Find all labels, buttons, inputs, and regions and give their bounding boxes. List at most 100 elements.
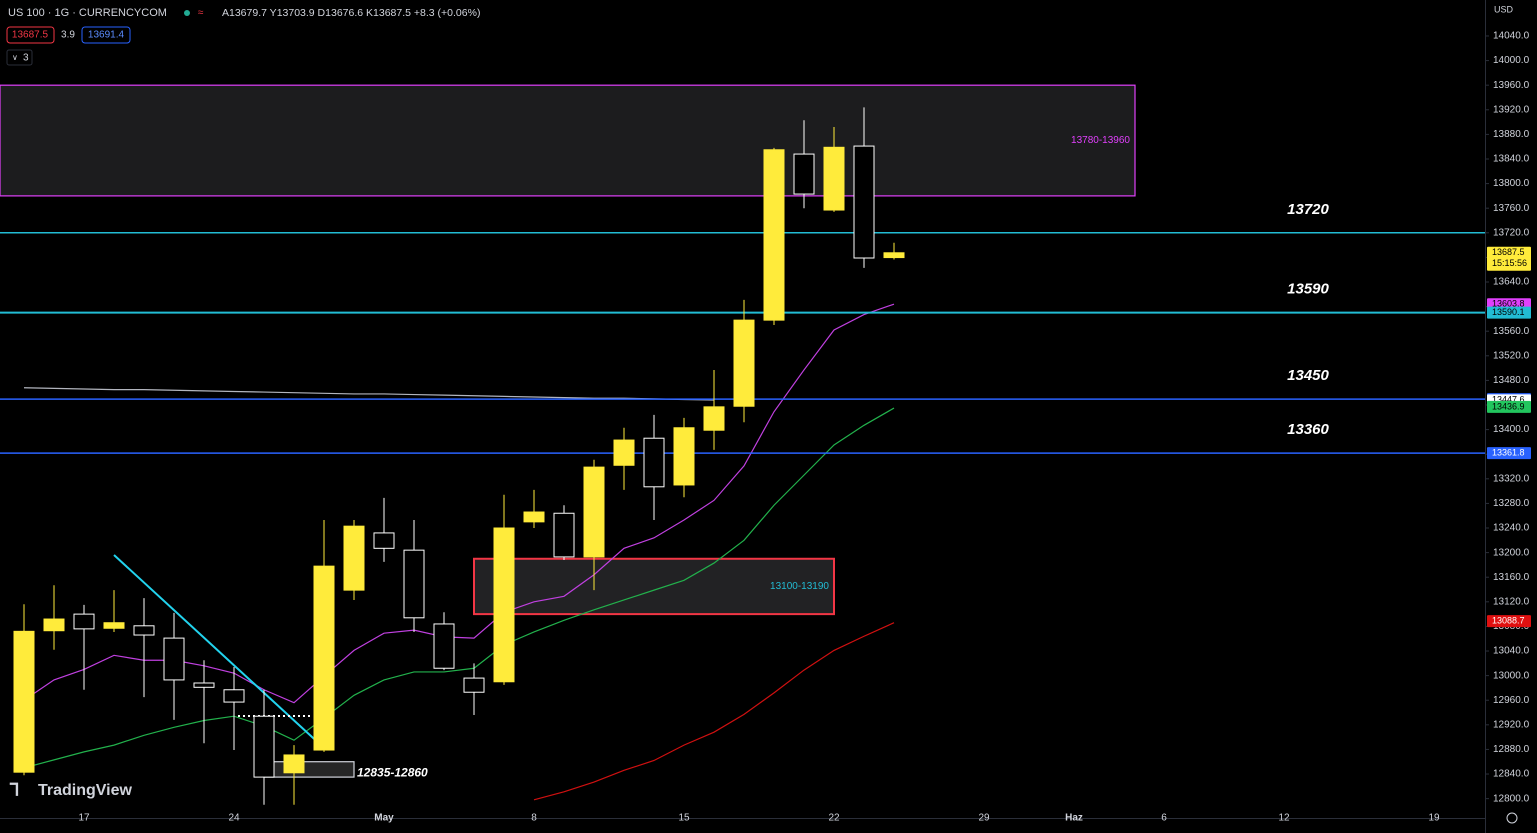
y-tick-label: 13560.0 (1493, 326, 1530, 337)
candle-body (283, 754, 305, 774)
y-tick-label: 13200.0 (1493, 547, 1530, 558)
y-tick-label: 14040.0 (1493, 31, 1530, 42)
zone-label: 13100-13190 (770, 581, 829, 592)
candle-body (403, 549, 425, 619)
candle-body (733, 319, 755, 407)
status-dot (184, 10, 190, 16)
x-tick-label: 15 (678, 813, 690, 824)
x-tick-label: 22 (828, 813, 840, 824)
price-label: 13590.1 (1492, 307, 1525, 317)
price-label-box (1487, 400, 1531, 413)
price-label: 13361.8 (1492, 447, 1525, 457)
y-tick-label: 12800.0 (1493, 793, 1530, 804)
sell-badge[interactable] (6, 26, 55, 44)
zone-label: 12835-12860 (357, 766, 428, 780)
price-label-box (1487, 447, 1531, 460)
y-tick-label: 13800.0 (1493, 178, 1530, 189)
y-tick-label: 13880.0 (1493, 129, 1530, 140)
candle-body (223, 689, 245, 703)
x-tick-label: 19 (1428, 813, 1440, 824)
spread: 3.9 (61, 30, 75, 41)
status-icon: ≈ (198, 8, 204, 19)
currency[interactable]: USD (1494, 4, 1514, 14)
y-tick-label: 13040.0 (1493, 646, 1530, 657)
zone (473, 557, 835, 616)
zone-label: 13780-13960 (1071, 135, 1130, 146)
y-tick-label: 13520.0 (1493, 350, 1530, 361)
price-label: 13447.6 (1492, 395, 1525, 405)
buy-price: 13691.4 (88, 30, 125, 41)
price-label: 13687.5 (1492, 247, 1525, 257)
candle-body (793, 153, 815, 195)
candle-body (313, 565, 335, 751)
symbol-title: US 100 · 1G · CURRENCYCOM (8, 7, 167, 19)
zone (0, 84, 1136, 197)
axes: 14040.0 14000.0 13960.0 13920.0 13880.0 13840… (78, 31, 1531, 824)
candle-body (133, 625, 155, 636)
candle-body (823, 146, 845, 211)
candle-body (433, 623, 455, 669)
y-tick-label: 13240.0 (1493, 523, 1530, 534)
x-tick-label: 29 (978, 813, 990, 824)
countdown: 15:15:56 (1492, 258, 1527, 268)
buy-badge[interactable] (81, 26, 131, 44)
candle-body (643, 437, 665, 488)
y-tick-label: 13840.0 (1493, 154, 1530, 165)
price-label-box (1487, 306, 1531, 319)
candle-body (703, 406, 725, 431)
y-tick-label: 13760.0 (1493, 203, 1530, 214)
level-label: 13590 (1287, 281, 1329, 298)
price-label: 13603.8 (1492, 299, 1525, 309)
logo-mark: ⅂ (9, 780, 19, 799)
y-tick-label: 13280.0 (1493, 498, 1530, 509)
candle-body (73, 613, 95, 630)
indicator-count: 3 (23, 53, 29, 64)
y-tick-label: 13400.0 (1493, 424, 1530, 435)
y-tick-label: 13920.0 (1493, 104, 1530, 115)
level-label: 13720 (1287, 201, 1329, 218)
sell-price: 13687.5 (12, 30, 49, 41)
candles (13, 107, 905, 805)
y-tick-label: 12880.0 (1493, 744, 1530, 755)
x-tick-label: May (374, 813, 394, 824)
settings-icon[interactable] (1506, 812, 1518, 824)
price-label: 13088.7 (1492, 615, 1525, 625)
candle-body (763, 149, 785, 321)
candle-body (43, 618, 65, 632)
candle-body (193, 682, 215, 688)
y-tick-label: 13000.0 (1493, 670, 1530, 681)
level-label: 13360 (1287, 421, 1329, 438)
zones: 13780-13960 13100-13190 12835-12860 (0, 84, 1136, 780)
candle-body (373, 532, 395, 549)
candle-body (553, 512, 575, 558)
x-tick-label: 8 (531, 813, 537, 824)
y-tick-label: 13480.0 (1493, 375, 1530, 386)
zone (263, 761, 355, 778)
candle-body (343, 525, 365, 591)
candle-body (493, 527, 515, 683)
indicator-toggle[interactable] (6, 49, 33, 66)
y-tick-label: 12960.0 (1493, 695, 1530, 706)
candle-body (673, 427, 695, 486)
logo: TradingView (38, 782, 133, 799)
chevron: ∨ (12, 53, 18, 62)
price-label-box (1487, 246, 1531, 271)
y-tick-label: 13320.0 (1493, 473, 1530, 484)
y-tick-label: 13640.0 (1493, 277, 1530, 288)
indicator-line (23, 407, 895, 769)
y-tick-label: 12840.0 (1493, 769, 1530, 780)
x-tick-label: 12 (1278, 813, 1290, 824)
price-label-box (1487, 615, 1531, 628)
candle-body (103, 622, 125, 629)
candle-body (583, 466, 605, 558)
x-tick-label: 24 (228, 813, 240, 824)
candle-body (613, 439, 635, 466)
x-tick-label: 6 (1161, 813, 1167, 824)
candle-body (853, 145, 875, 259)
indicator-line (533, 622, 895, 801)
y-tick-label: 12920.0 (1493, 719, 1530, 730)
ohlc-values: A13679.7 Y13703.9 D13676.6 K13687.5 +8.3… (222, 7, 480, 19)
y-tick-label: 13120.0 (1493, 596, 1530, 607)
